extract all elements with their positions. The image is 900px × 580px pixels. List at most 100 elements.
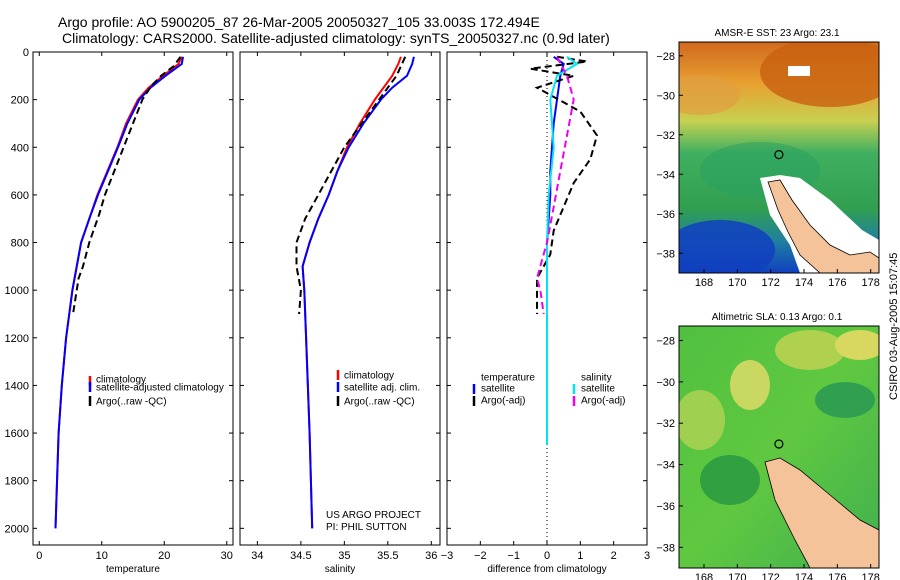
sla-low-patch-2 (700, 455, 760, 505)
x-tick-label: 30 (221, 550, 233, 562)
difference-panel: temperature satellite Argo(-adj) salinit… (441, 51, 650, 575)
map-x-tick-label: 168 (695, 572, 713, 580)
credit-stamp: CSIRO 03-Aug-2005 15:07:45 (888, 252, 900, 400)
sla-high-patch-3 (679, 390, 725, 450)
map-y-tick-label: −32 (656, 130, 675, 142)
legend-label-climatology: climatology (96, 375, 146, 386)
x-tick-label: 34.5 (290, 550, 311, 562)
series-line-salinity-satellite (546, 55, 579, 445)
y-tick-label: 600 (11, 190, 29, 202)
sla-low-patch (815, 382, 875, 418)
map-y-tick-label: −36 (656, 501, 675, 513)
y-tick-label: 1000 (5, 285, 29, 297)
sst-coastline (767, 179, 879, 273)
sst-map-panel: AMSR-E SST: 23 Argo: 23.1 168 170 172 174 17… (656, 28, 880, 289)
legend-label-temp-argo: Argo(-adj) (481, 396, 525, 407)
legend-label-sal-argo: Argo(-adj) (581, 396, 625, 407)
x-tick-label: 34 (251, 550, 263, 562)
map-x-tick-label: 178 (861, 572, 879, 580)
temperature-x-axis-label: temperature (106, 564, 160, 575)
map-y-tick-label: −30 (656, 90, 675, 102)
map-x-tick-label: 174 (795, 572, 813, 580)
map-y-tick-label: −34 (656, 460, 675, 472)
series-line-satellite-adjusted-climatology (54, 56, 184, 529)
sst-map-title: AMSR-E SST: 23 Argo: 23.1 (714, 28, 839, 39)
y-tick-label: 800 (11, 238, 29, 250)
series-line-climatology (54, 56, 183, 529)
y-tick-label: 400 (11, 142, 29, 154)
legend-heading-salinity: salinity (581, 373, 612, 384)
series-line-temperature-argo-adj- (530, 55, 599, 314)
map-y-tick-label: −28 (656, 51, 675, 63)
map-y-tick-label: −30 (656, 377, 675, 389)
series-line-salinity-argo-adj- (535, 56, 575, 315)
map-x-tick-label: 168 (695, 277, 713, 289)
salinity-plot-frame (239, 51, 441, 546)
sst-warm-patch (760, 42, 879, 107)
sla-high-patch-2 (730, 360, 770, 410)
series-line-climatology (301, 56, 402, 529)
series-line-satellite-adj-clim- (301, 56, 415, 529)
sst-map-frame (678, 41, 880, 274)
x-tick-label: 3 (644, 550, 650, 562)
x-tick-label: 35 (338, 550, 350, 562)
sla-map-frame (678, 325, 880, 569)
x-tick-label: 0 (36, 550, 42, 562)
map-x-tick-label: 172 (761, 572, 779, 580)
x-tick-label: 20 (158, 550, 170, 562)
map-x-tick-label: 176 (828, 277, 846, 289)
map-x-tick-label: 170 (728, 277, 746, 289)
map-x-tick-label: 172 (761, 277, 779, 289)
legend-label-climatology: climatology (344, 371, 394, 382)
legend-label-temp-satellite: satellite (481, 384, 515, 395)
y-tick-label: 0 (23, 47, 29, 59)
legend-label-satellite: satellite-adjusted climatology (96, 383, 224, 394)
difference-legend: temperature satellite Argo(-adj) salinit… (472, 373, 625, 407)
temperature-panel: climatology satellite-adjusted climatolo… (5, 47, 234, 575)
legend-label-sal-satellite: satellite (581, 384, 615, 395)
y-tick-label: 1200 (5, 333, 29, 345)
figure-title-line1: Argo profile: AO 5900205_87 26-Mar-2005 … (58, 14, 540, 30)
sst-argo-position-marker (774, 150, 784, 160)
x-tick-label: 35.5 (377, 550, 398, 562)
salinity-panel: climatology satellite adj. clim. Argo(..… (239, 51, 441, 575)
pi-annotation: PI: PHIL SUTTON (326, 522, 407, 533)
map-x-tick-label: 170 (728, 572, 746, 580)
x-tick-label: 0 (544, 550, 550, 562)
legend-label-argo: Argo(..raw -QC) (344, 397, 415, 408)
x-tick-label: −1 (507, 550, 520, 562)
difference-x-axis-label: difference from climatology (487, 564, 606, 575)
temperature-plot-frame (32, 51, 234, 546)
map-y-tick-label: −38 (656, 542, 675, 554)
map-x-tick-label: 176 (828, 572, 846, 580)
sla-argo-position-marker (774, 439, 784, 449)
sla-high-patch (775, 330, 845, 370)
series-line-argo-raw-qc- (72, 56, 182, 315)
figure-title-line2: Climatology: CARS2000. Satellite-adjuste… (62, 30, 610, 46)
series-line-temperature-satellite (546, 55, 565, 445)
y-tick-label: 1800 (5, 476, 29, 488)
map-y-tick-label: −38 (656, 248, 675, 260)
legend-heading-temperature: temperature (481, 373, 535, 384)
map-y-tick-label: −36 (656, 209, 675, 221)
x-tick-label: −2 (474, 550, 487, 562)
sst-warm-patch-west (679, 75, 740, 115)
x-tick-label: 2 (611, 550, 617, 562)
y-tick-label: 1600 (5, 428, 29, 440)
y-tick-label: 1400 (5, 380, 29, 392)
legend-label-argo: Argo(..raw -QC) (96, 397, 167, 408)
legend-label-satellite: satellite adj. clim. (344, 383, 420, 394)
salinity-x-axis-label: salinity (325, 564, 356, 575)
map-y-tick-label: −28 (656, 335, 675, 347)
sst-missing-data (788, 66, 810, 76)
map-y-tick-label: −34 (656, 169, 675, 181)
salinity-legend: climatology satellite adj. clim. Argo(..… (336, 370, 420, 408)
temperature-legend: climatology satellite-adjusted climatolo… (88, 375, 224, 408)
x-tick-label: −3 (441, 550, 454, 562)
sla-map-panel: Altimetric SLA: 0.13 Argo: 0.1 168 170 172… (656, 312, 880, 580)
sst-map-axes: 168 170 172 174 176 178 −28 −30 −32 −34 −36 −38 (656, 51, 880, 289)
sla-map-axes: 168 170 172 174 176 178 −28 −30 −32 −34 −36 −38 (656, 335, 880, 580)
x-tick-label: 36 (425, 550, 437, 562)
y-tick-label: 200 (11, 95, 29, 107)
